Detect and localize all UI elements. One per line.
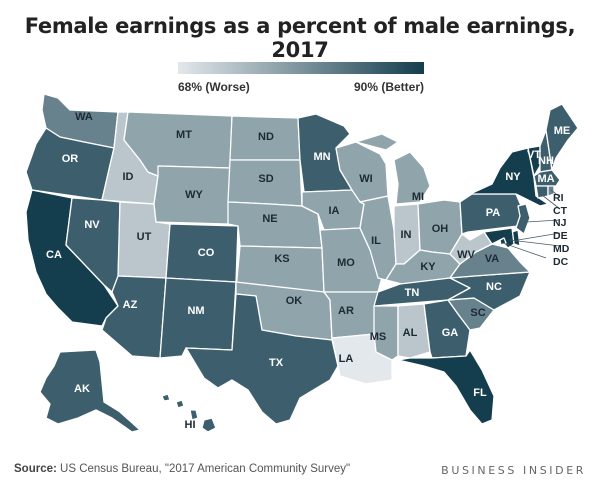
state-mi[interactable] — [355, 133, 431, 205]
label-az: AZ — [123, 299, 138, 311]
label-mt: MT — [176, 129, 192, 141]
source-note: Source: US Census Bureau, "2017 American… — [14, 463, 350, 475]
label-dc: DC — [553, 256, 569, 268]
label-va: VA — [485, 253, 500, 265]
label-ak: AK — [74, 383, 90, 395]
label-nj: NJ — [553, 217, 567, 229]
state-nm[interactable] — [159, 277, 237, 359]
label-ar: AR — [338, 305, 354, 317]
state-tx[interactable] — [185, 293, 339, 425]
label-id: ID — [123, 171, 134, 183]
leader-lines — [502, 189, 561, 259]
label-ny: NY — [505, 171, 521, 183]
label-mo: MO — [337, 257, 355, 269]
state-ak[interactable] — [39, 349, 141, 433]
brand-logo-text: BUSINESS INSIDER — [441, 464, 586, 477]
label-al: AL — [403, 327, 418, 339]
label-mn: MN — [313, 151, 330, 163]
label-nc: NC — [486, 281, 502, 293]
label-wy: WY — [185, 189, 203, 201]
label-de: DE — [553, 230, 568, 242]
label-nd: ND — [258, 131, 274, 143]
label-ms: MS — [370, 331, 387, 343]
label-me: ME — [554, 125, 571, 137]
map-title: Female earnings as a percent of male ear… — [24, 14, 576, 62]
state-il[interactable] — [359, 195, 397, 281]
label-ia: IA — [329, 205, 340, 217]
label-or: OR — [62, 153, 79, 165]
state-ny[interactable] — [469, 147, 549, 207]
label-md: MD — [553, 243, 570, 255]
state-hi[interactable] — [161, 393, 217, 433]
label-pa: PA — [486, 207, 501, 219]
label-nm: NM — [187, 305, 204, 317]
label-ca: CA — [46, 249, 62, 261]
label-tn: TN — [405, 287, 420, 299]
state-fl[interactable] — [397, 349, 495, 425]
label-ct: CT — [553, 205, 568, 217]
label-oh: OH — [432, 223, 449, 235]
label-ri: RI — [553, 192, 564, 204]
legend-low-label: 68% (Worse) — [178, 80, 250, 94]
label-mi: MI — [412, 191, 424, 203]
state-me[interactable] — [545, 103, 579, 171]
label-wa: WA — [75, 111, 93, 123]
label-vt: VT — [527, 149, 541, 161]
legend-gradient-bar — [178, 62, 424, 74]
label-ok: OK — [286, 295, 303, 307]
label-hi: HI — [185, 419, 196, 431]
label-fl: FL — [473, 387, 487, 399]
label-wv: WV — [457, 249, 475, 261]
label-la: LA — [339, 353, 354, 365]
label-sd: SD — [258, 173, 273, 185]
label-nh: NH — [538, 155, 554, 167]
label-sc: SC — [470, 307, 485, 319]
state-ct[interactable] — [535, 185, 549, 199]
label-in: IN — [401, 229, 412, 241]
state-nj[interactable] — [515, 203, 531, 235]
us-state-map: WA OR CA ID NV UT AZ MT WY CO NM ND SD N… — [25, 93, 579, 433]
label-co: CO — [198, 247, 215, 259]
label-nv: NV — [84, 219, 100, 231]
label-tx: TX — [269, 357, 284, 369]
legend-high-label: 90% (Better) — [353, 80, 424, 94]
label-ne: NE — [262, 213, 277, 225]
label-il: IL — [371, 235, 381, 247]
label-ks: KS — [274, 253, 289, 265]
source-prefix: Source: — [14, 463, 57, 475]
label-ga: GA — [442, 327, 459, 339]
state-ri[interactable] — [547, 185, 555, 197]
source-text: US Census Bureau, "2017 American Communi… — [60, 463, 351, 475]
label-ut: UT — [137, 231, 152, 243]
label-ma: MA — [537, 173, 554, 185]
label-ky: KY — [420, 261, 436, 273]
state-labels: WA OR CA ID NV UT AZ MT WY CO NM ND SD N… — [46, 111, 570, 431]
label-wi: WI — [359, 173, 372, 185]
state-al[interactable] — [397, 303, 431, 359]
